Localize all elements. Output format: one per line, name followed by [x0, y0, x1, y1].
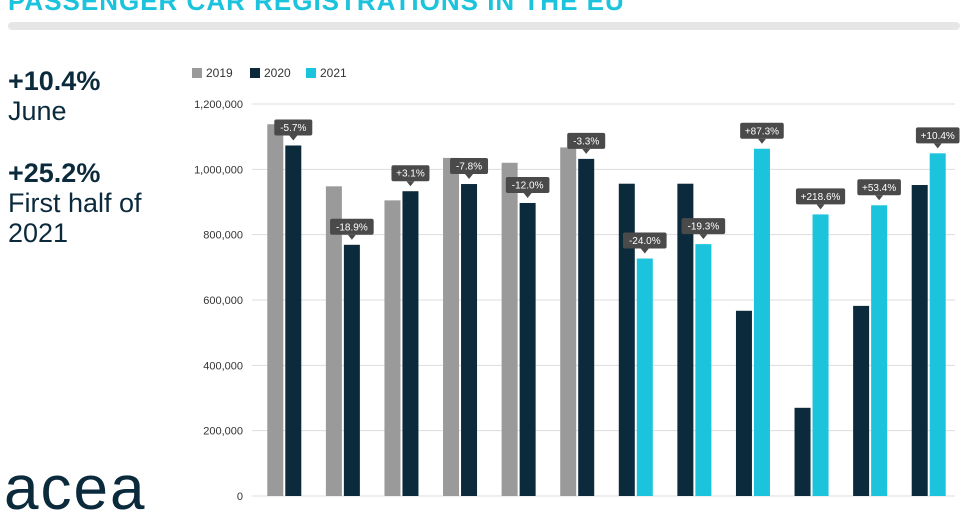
badge-box: [391, 165, 430, 182]
y-tick-label: 200,000: [203, 426, 243, 438]
legend-swatch-2020: [250, 68, 260, 78]
kpi-h1-value: +25.2%: [8, 158, 101, 188]
badge-label: -3.3%: [573, 136, 599, 147]
bar-2020: [461, 184, 478, 497]
badge-label: +87.3%: [745, 126, 779, 137]
bar-2020: [519, 202, 536, 497]
bar-2019: [384, 200, 401, 496]
badge-pointer: [816, 204, 825, 210]
chart-title: PASSENGER CAR REGISTRATIONS IN THE EU: [8, 0, 625, 16]
badge-pointer: [640, 248, 649, 254]
bar-2020: [578, 158, 595, 496]
y-tick-label: 400,000: [203, 360, 243, 372]
legend-label-2020: 2020: [264, 66, 291, 80]
legend-swatch-2019: [192, 68, 202, 78]
kpi-june-label: June: [8, 96, 67, 126]
badge-label: +218.6%: [801, 192, 841, 203]
y-tick-label: 1,200,000: [194, 99, 243, 111]
badge-label: +53.4%: [862, 183, 896, 194]
bar-2019: [501, 162, 518, 497]
kpi-june-value: +10.4%: [8, 66, 101, 96]
badge-box: [330, 218, 374, 235]
bar-2019: [443, 157, 460, 496]
badge-pointer: [347, 234, 356, 240]
change-badges: -5.7% -18.9% +3.1% -7.8% -12.0% -3.3% -24.0% -1…: [274, 119, 960, 254]
bar-2020: [794, 407, 811, 496]
badge-box: [505, 176, 550, 193]
bar-2021: [636, 258, 653, 496]
bar-2020: [853, 305, 870, 496]
badge-pointer: [523, 192, 532, 198]
badge-label: -5.7%: [280, 123, 306, 134]
badge-box: [795, 188, 846, 205]
bar-2019: [325, 186, 342, 496]
badge-label: +3.1%: [396, 169, 425, 180]
y-tick-label: 800,000: [203, 230, 243, 242]
bar-2020: [285, 145, 302, 496]
badge-label: -12.0%: [512, 180, 544, 191]
badge-pointer: [757, 138, 766, 144]
bar-2021: [695, 244, 712, 496]
badge-box: [567, 132, 606, 149]
badge-label: -19.3%: [688, 222, 720, 233]
bar-2020: [735, 310, 752, 496]
badge-box: [915, 127, 960, 144]
kpi-h1-label: First half of 2021: [8, 188, 142, 248]
chart-legend: 2019 2020 2021: [192, 66, 347, 80]
badge-pointer: [289, 135, 298, 141]
bar-2021: [871, 205, 888, 496]
y-tick-label: 1,000,000: [194, 164, 243, 176]
bar-2020: [677, 183, 694, 496]
chart-gridlines: [252, 103, 955, 497]
bar-2021: [753, 148, 770, 496]
badge-box: [740, 122, 784, 139]
bar-2020: [343, 244, 360, 496]
badge-box: [681, 218, 726, 235]
bar-2021: [929, 153, 946, 496]
bar-2020: [911, 185, 928, 496]
badge-box: [857, 179, 901, 196]
legend-label-2021: 2021: [320, 66, 347, 80]
badge-label: -7.8%: [456, 162, 482, 173]
legend-swatch-2021: [306, 68, 316, 78]
y-tick-label: 0: [237, 491, 243, 503]
y-axis: 0 200,000 400,000 600,000 800,000 1,000,000 1,…: [194, 99, 243, 503]
badge-pointer: [699, 234, 708, 240]
bar-2020: [402, 191, 419, 496]
bar-chart: 2019 2020 2021 0 200,000 400,000 600,000 800,0…: [192, 66, 960, 503]
bar-2021: [812, 214, 829, 496]
badge-label: +10.4%: [921, 131, 955, 142]
badge-pointer: [875, 195, 884, 201]
badge-box: [274, 119, 313, 136]
badge-pointer: [933, 143, 942, 149]
bar-2020: [618, 183, 635, 496]
badge-pointer: [582, 148, 591, 154]
badge-box: [622, 232, 667, 249]
chart-bars: [267, 124, 946, 497]
badge-pointer: [465, 174, 474, 180]
bar-2019: [267, 124, 284, 497]
legend-label-2019: 2019: [206, 66, 233, 80]
badge-pointer: [406, 181, 415, 187]
y-tick-label: 600,000: [203, 295, 243, 307]
badge-label: -24.0%: [629, 236, 661, 247]
bar-2019: [560, 147, 577, 497]
badge-box: [450, 158, 489, 175]
badge-label: -18.9%: [336, 222, 368, 233]
title-divider: [8, 22, 960, 30]
